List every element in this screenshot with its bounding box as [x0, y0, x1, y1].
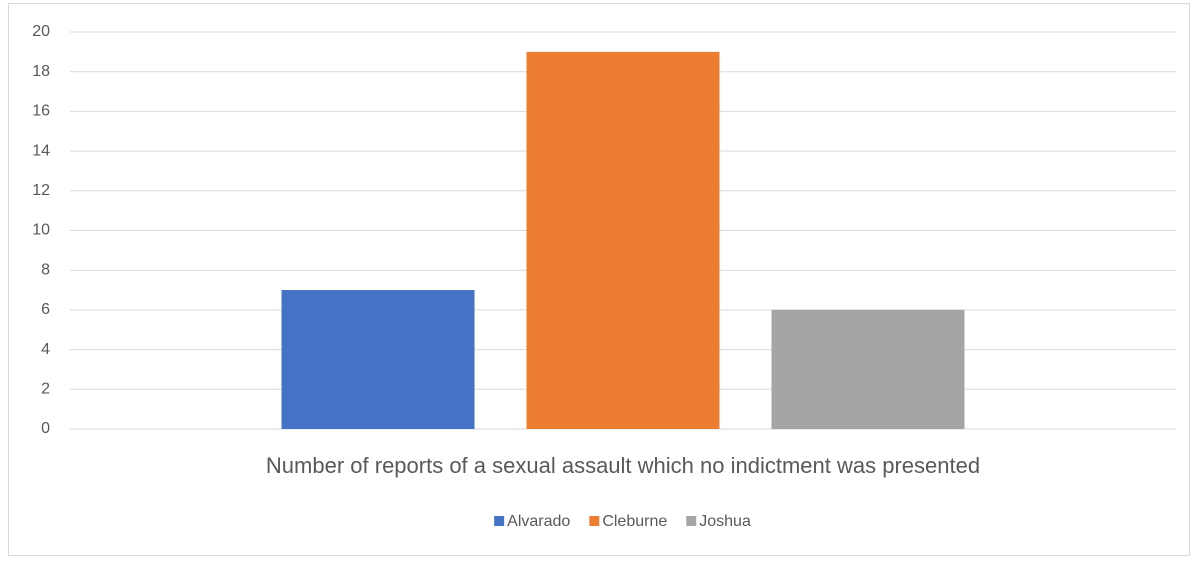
legend-swatch	[686, 516, 697, 526]
y-tick-label: 14	[32, 142, 50, 159]
bar	[771, 309, 965, 429]
x-tick-label: Number of reports of a sexual assault wh…	[266, 453, 980, 478]
y-tick-label: 4	[41, 341, 50, 358]
y-tick-label: 10	[32, 222, 50, 239]
y-tick-label: 18	[32, 63, 50, 80]
legend-swatch	[494, 516, 505, 526]
bar	[526, 51, 720, 429]
legend-label: Joshua	[699, 513, 751, 530]
bar	[281, 290, 475, 429]
y-tick-label: 6	[41, 301, 50, 318]
y-tick-label: 12	[32, 182, 50, 199]
legend-label: Alvarado	[507, 513, 570, 530]
y-tick-label: 8	[41, 261, 50, 278]
y-tick-label: 20	[32, 23, 50, 40]
y-tick-label: 16	[32, 103, 50, 120]
legend-swatch	[589, 516, 600, 526]
legend-label: Cleburne	[602, 513, 667, 530]
y-tick-label: 0	[41, 420, 50, 437]
y-tick-label: 2	[41, 381, 50, 398]
